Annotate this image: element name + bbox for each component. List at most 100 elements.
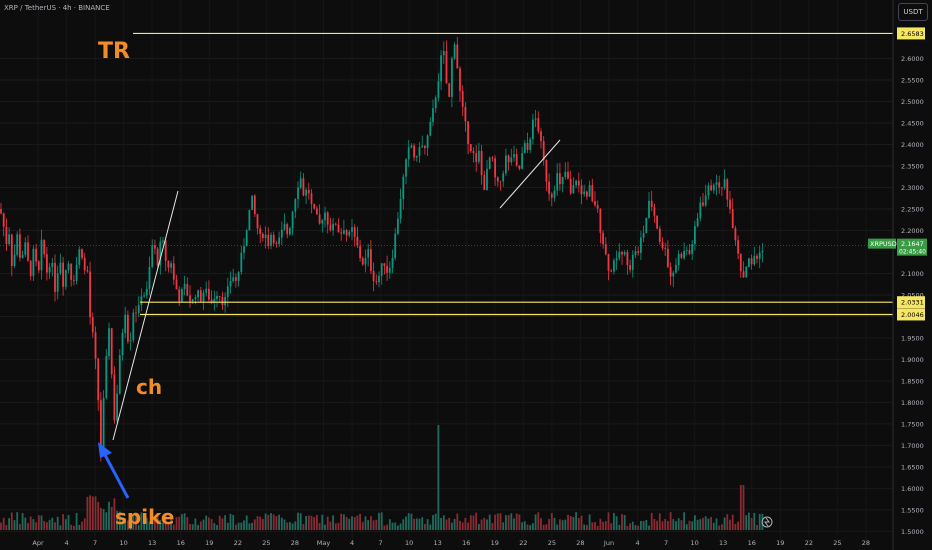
- currency-button[interactable]: USDT: [898, 3, 928, 21]
- candle-body: [5, 226, 8, 244]
- volume-bar: [588, 514, 591, 530]
- candle-body: [748, 258, 750, 267]
- volume-bar: [464, 517, 467, 530]
- volume-bar: [235, 524, 237, 530]
- candle-body: [75, 264, 78, 281]
- candle-body: [40, 239, 43, 271]
- candle-body: [310, 193, 313, 204]
- candle-body: [191, 299, 194, 302]
- volume-bar: [148, 521, 151, 530]
- time-tick-label: 25: [262, 539, 270, 547]
- candle-body: [631, 254, 634, 270]
- volume-bar: [653, 518, 656, 530]
- volume-bar: [675, 521, 677, 530]
- channel-trendline[interactable]: [112, 190, 179, 441]
- volume-bar: [94, 496, 97, 530]
- candle-body: [213, 299, 216, 304]
- candle-body: [496, 177, 499, 182]
- volume-bar: [183, 513, 186, 530]
- volume-bar: [313, 517, 316, 530]
- volume-bar: [650, 512, 653, 530]
- time-tick-label: 4: [635, 539, 639, 547]
- volume-bar: [731, 514, 734, 530]
- candle-body: [94, 332, 97, 359]
- volume-bar: [645, 519, 648, 530]
- candle-body: [502, 173, 505, 182]
- candle-body: [83, 257, 86, 271]
- volume-bar: [488, 514, 491, 530]
- volume-bar: [726, 514, 729, 530]
- candle-body: [78, 249, 81, 265]
- volume-bar: [372, 520, 375, 530]
- volume-bar: [46, 522, 48, 530]
- candle-body: [653, 207, 656, 216]
- candle-body: [318, 214, 321, 224]
- price-tick-label: 2.5000: [901, 98, 924, 106]
- candle-body: [758, 252, 761, 259]
- volume-bar: [181, 514, 183, 530]
- candle-body: [704, 195, 707, 206]
- candle-body: [607, 254, 610, 271]
- volume-bar: [559, 519, 561, 530]
- volume-bar: [607, 512, 610, 530]
- volume-bar: [248, 523, 251, 530]
- volume-bar: [642, 521, 645, 530]
- candle-body: [523, 143, 526, 154]
- price-tick-label: 1.6000: [901, 485, 924, 493]
- price-tick-label: 2.4500: [901, 119, 924, 127]
- candle-body: [0, 208, 2, 214]
- volume-bar: [664, 518, 667, 530]
- candle-body: [170, 263, 172, 268]
- candle-body: [378, 275, 380, 283]
- candle-body: [745, 266, 748, 278]
- volume-bar: [456, 513, 459, 530]
- volume-bar: [251, 522, 253, 530]
- candle-body: [442, 50, 445, 56]
- volume-bar: [35, 522, 37, 530]
- candle-body: [602, 232, 604, 245]
- volume-bar: [10, 512, 13, 530]
- time-tick-label: 7: [93, 539, 97, 547]
- volume-bar: [5, 524, 8, 530]
- candle-body: [2, 213, 5, 227]
- volume-bar: [421, 517, 424, 530]
- volume-bar: [437, 425, 440, 530]
- candle-body: [448, 83, 451, 97]
- volume-bar: [164, 514, 167, 530]
- volume-bar: [529, 525, 532, 530]
- candle-body: [721, 187, 723, 189]
- time-tick-label: 4: [350, 539, 354, 547]
- candle-body: [324, 212, 326, 221]
- replay-icon[interactable]: [761, 516, 773, 528]
- volume-bar: [259, 516, 262, 530]
- tr-annotation: TR: [98, 39, 130, 64]
- volume-bar: [67, 514, 70, 530]
- candle-body: [321, 220, 324, 224]
- volume-bar: [216, 525, 218, 530]
- volume-bar: [715, 518, 718, 530]
- candle-body: [702, 202, 704, 206]
- candle-body: [388, 267, 391, 273]
- candle-body: [59, 262, 62, 274]
- candle-body: [567, 171, 569, 179]
- volume-bar: [696, 519, 699, 530]
- bear-flag-trendline[interactable]: [499, 139, 561, 209]
- candle-body: [291, 211, 294, 229]
- candle-body: [278, 237, 280, 244]
- candle-body: [351, 227, 353, 232]
- volume-bar: [334, 523, 337, 530]
- volume-bar: [59, 525, 62, 530]
- price-tick-label: 1.9500: [901, 334, 924, 342]
- volume-bar: [432, 514, 434, 530]
- candle-body: [561, 176, 564, 185]
- candle-body: [526, 143, 529, 150]
- candle-body: [289, 228, 291, 235]
- candle-body: [102, 397, 105, 454]
- volume-bar: [623, 515, 626, 530]
- candle-body: [680, 253, 683, 258]
- candle-body: [105, 356, 108, 398]
- candle-body: [162, 240, 164, 242]
- candle-body: [545, 159, 548, 182]
- time-tick-label: 19: [491, 539, 499, 547]
